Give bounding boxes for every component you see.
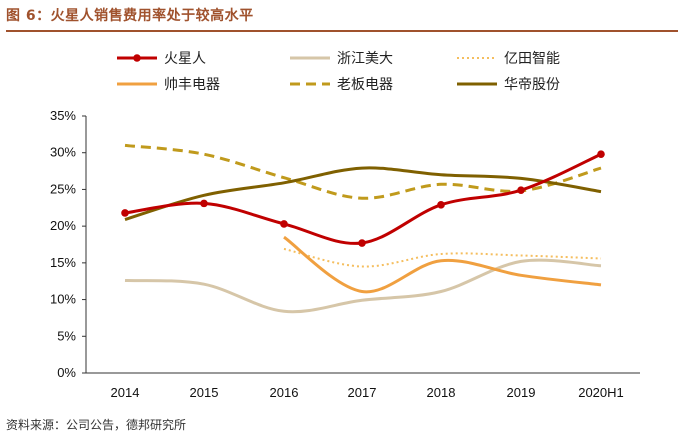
legend-label-火星人: 火星人 (164, 51, 206, 67)
y-tick-label: 5% (57, 328, 76, 343)
series-line-老板电器 (124, 143, 602, 200)
x-tick-label: 2016 (270, 385, 299, 400)
series-line-帅丰电器 (283, 235, 602, 294)
data-point-火星人 (280, 220, 288, 228)
x-tick-label: 2018 (427, 385, 456, 400)
y-tick-label: 20% (50, 218, 76, 233)
series-line-浙江美大 (124, 258, 602, 314)
legend-label-浙江美大: 浙江美大 (337, 51, 393, 67)
series-line-亿田智能 (283, 247, 602, 268)
legend-label-老板电器: 老板电器 (337, 77, 393, 93)
legend-label-华帝股份: 华帝股份 (504, 77, 560, 93)
y-tick-label: 15% (50, 255, 76, 270)
y-tick-label: 35% (50, 108, 76, 123)
title-divider (6, 30, 678, 32)
y-tick-label: 30% (50, 145, 76, 160)
data-point-火星人 (200, 199, 208, 208)
data-point-火星人 (437, 201, 445, 209)
x-tick-label: 2020H1 (578, 385, 624, 400)
series-line-华帝股份 (124, 166, 602, 221)
x-tick-label: 2017 (348, 385, 377, 400)
legend-marker-火星人 (133, 54, 141, 62)
x-tick-label: 2014 (111, 385, 140, 400)
chart-title: 图 6：火星人销售费用率处于较高水平 (6, 8, 254, 24)
data-point-火星人 (121, 209, 129, 217)
y-tick-label: 25% (50, 181, 76, 196)
x-tick-label: 2019 (507, 385, 536, 400)
data-point-火星人 (517, 186, 525, 194)
y-tick-label: 0% (57, 365, 76, 380)
legend-label-亿田智能: 亿田智能 (504, 51, 560, 67)
legend-label-帅丰电器: 帅丰电器 (164, 77, 220, 93)
data-point-火星人 (597, 150, 605, 158)
source-note: 资料来源：公司公告，德邦研究所 (6, 418, 187, 432)
y-tick-label: 10% (50, 292, 76, 307)
data-point-火星人 (358, 239, 366, 247)
x-tick-label: 2015 (190, 385, 219, 400)
